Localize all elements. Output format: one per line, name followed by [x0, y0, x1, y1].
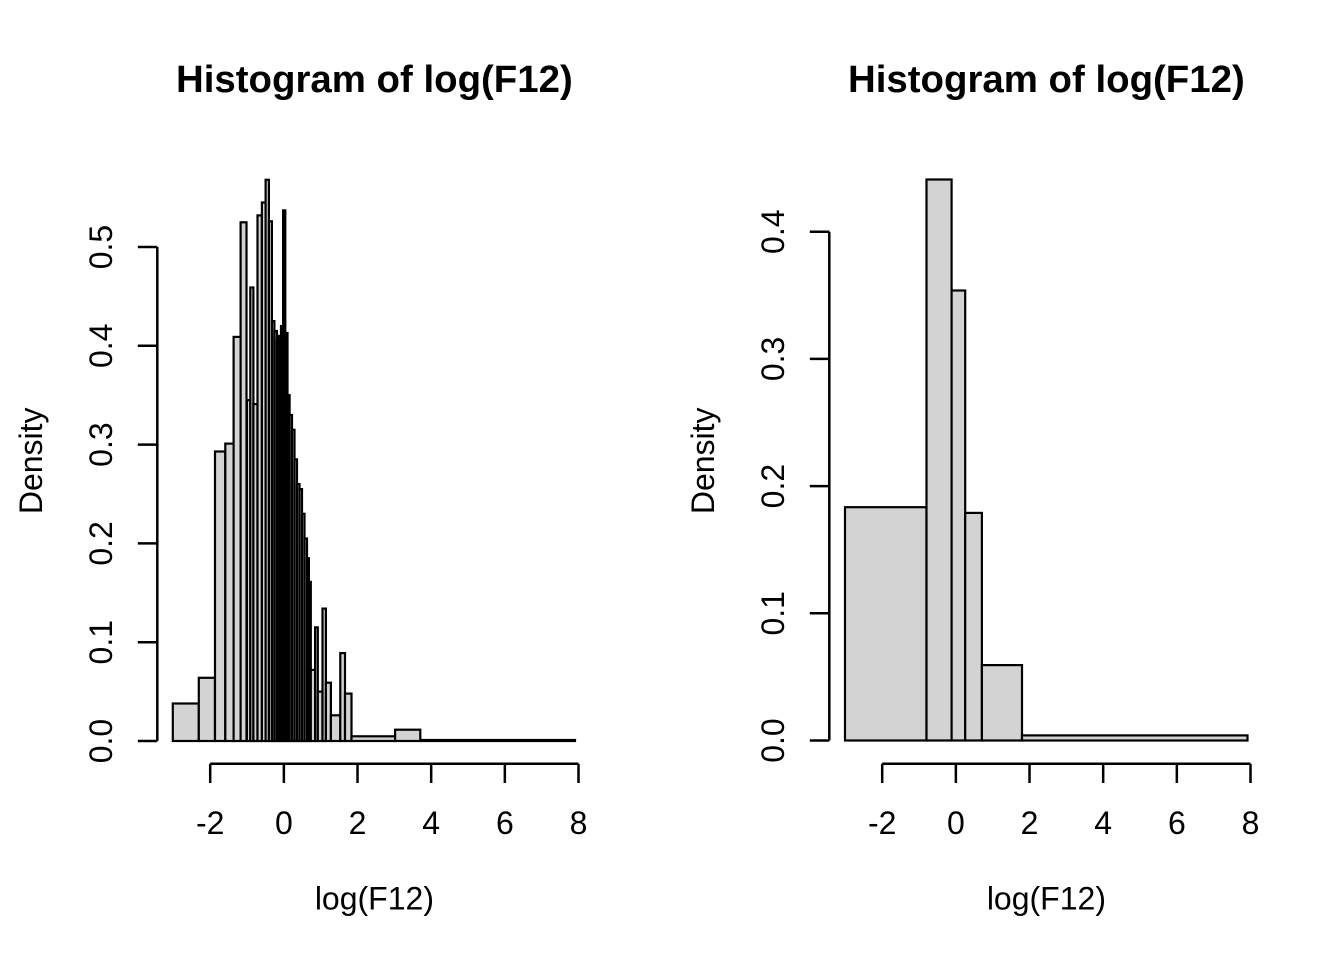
svg-text:-2: -2: [196, 805, 224, 841]
svg-text:4: 4: [1094, 805, 1112, 841]
svg-text:6: 6: [496, 805, 514, 841]
svg-text:Histogram of log(F12): Histogram of log(F12): [176, 58, 573, 101]
svg-text:2: 2: [1021, 805, 1039, 841]
svg-text:0.4: 0.4: [83, 324, 119, 368]
svg-text:0.1: 0.1: [755, 591, 791, 635]
svg-text:Histogram of log(F12): Histogram of log(F12): [848, 58, 1245, 101]
svg-text:8: 8: [1242, 805, 1260, 841]
svg-text:0.2: 0.2: [755, 464, 791, 508]
svg-text:0.4: 0.4: [755, 209, 791, 253]
svg-text:0.3: 0.3: [83, 422, 119, 466]
svg-text:0.1: 0.1: [83, 620, 119, 664]
svg-text:Density: Density: [685, 407, 721, 514]
svg-text:log(F12): log(F12): [987, 881, 1106, 917]
svg-text:0.0: 0.0: [755, 718, 791, 762]
svg-text:0.5: 0.5: [83, 225, 119, 269]
svg-text:-2: -2: [868, 805, 896, 841]
svg-text:Density: Density: [13, 407, 49, 514]
svg-text:2: 2: [349, 805, 367, 841]
svg-text:0: 0: [275, 805, 293, 841]
svg-text:0.2: 0.2: [83, 521, 119, 565]
svg-text:4: 4: [422, 805, 440, 841]
svg-text:0.0: 0.0: [83, 719, 119, 763]
svg-text:log(F12): log(F12): [315, 881, 434, 917]
svg-text:0.3: 0.3: [755, 337, 791, 381]
svg-text:6: 6: [1168, 805, 1186, 841]
svg-text:8: 8: [570, 805, 588, 841]
svg-text:0: 0: [947, 805, 965, 841]
